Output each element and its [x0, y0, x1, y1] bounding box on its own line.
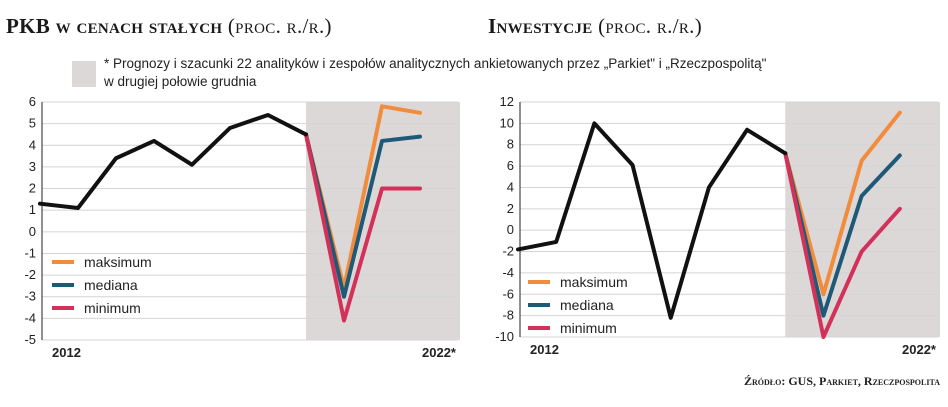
pkb-series-mediana: [304, 132, 422, 299]
inw-legend-label-mediana: mediana: [560, 297, 614, 313]
pkb-ytick-label: -5: [24, 332, 36, 347]
forecast-band-swatch: [72, 61, 96, 87]
pkb-ytick-label: -1: [24, 245, 36, 260]
pkb-ytick-label: 5: [29, 116, 36, 131]
inw-ytick-label: 10: [500, 115, 514, 130]
pkb-series-minimum: [304, 132, 422, 323]
inw-ytick-label: -6: [502, 286, 514, 301]
inw-ytick-label: 0: [507, 222, 514, 237]
pkb-series-actual: [38, 112, 308, 211]
inw-legend-label-minimum: minimum: [560, 320, 617, 336]
pkb-ytick-label: 4: [29, 137, 36, 152]
inw-ytick-label: -4: [502, 265, 514, 280]
chart-title-pkb: PKB w cenach stałych (proc. r./r.): [6, 14, 332, 39]
inw-ytick-label: 4: [507, 179, 514, 194]
inw-series-actual: [516, 121, 788, 320]
chart-title-pkb-unit: (proc. r./r.): [227, 14, 332, 38]
source-note: Źródło: GUS, Parkiet, Rzeczpospolita: [744, 374, 940, 388]
pkb-ytick-label: 6: [29, 94, 36, 109]
pkb-ytick-label: 0: [29, 224, 36, 239]
chart-title-pkb-text: PKB w cenach stałych: [6, 14, 223, 38]
chart-title-inwestycje-unit: (proc. r./r.): [598, 14, 703, 38]
pkb-ytick-label: -3: [24, 289, 36, 304]
inw-series-maksimum: [783, 110, 902, 297]
pkb-xtick-label-start: 2012: [52, 345, 81, 360]
inw-ytick-label: 12: [500, 94, 514, 109]
inw-series-mediana: [783, 151, 902, 318]
inw-series-minimum: [783, 151, 902, 339]
inw-xtick-label-end: 2022*: [902, 342, 937, 357]
pkb-legend-label-maksimum: maksimum: [84, 254, 152, 270]
pkb-ytick-label: -4: [24, 310, 36, 325]
inw-ytick-label: -8: [502, 308, 514, 323]
pkb-legend-label-mediana: mediana: [84, 277, 138, 293]
forecast-note-line2: w drugiej połowie grudnia: [104, 74, 257, 89]
inw-ytick-label: 6: [507, 158, 514, 173]
inw-ytick-label: 2: [507, 201, 514, 216]
chart-title-inwestycje: Inwestycje (proc. r./r.): [488, 14, 702, 39]
forecast-note-line1: * Prognozy i szacunki 22 analityków i ze…: [104, 56, 767, 71]
pkb-xtick-label-end: 2022*: [422, 345, 457, 360]
pkb-ytick-label: 3: [29, 159, 36, 174]
inw-ytick-label: -10: [495, 329, 514, 344]
inw-legend-label-maksimum: maksimum: [560, 274, 628, 290]
pkb-legend-label-minimum: minimum: [84, 300, 141, 316]
inw-ytick-label: 8: [507, 137, 514, 152]
pkb-ytick-label: 1: [29, 202, 36, 217]
pkb-ytick-label: -2: [24, 267, 36, 282]
inw-ytick-label: -2: [502, 244, 514, 259]
pkb-ytick-label: 2: [29, 181, 36, 196]
inw-xtick-label-start: 2012: [530, 342, 559, 357]
inw-forecast-band: [785, 102, 940, 337]
chart-title-inwestycje-text: Inwestycje: [488, 14, 593, 38]
